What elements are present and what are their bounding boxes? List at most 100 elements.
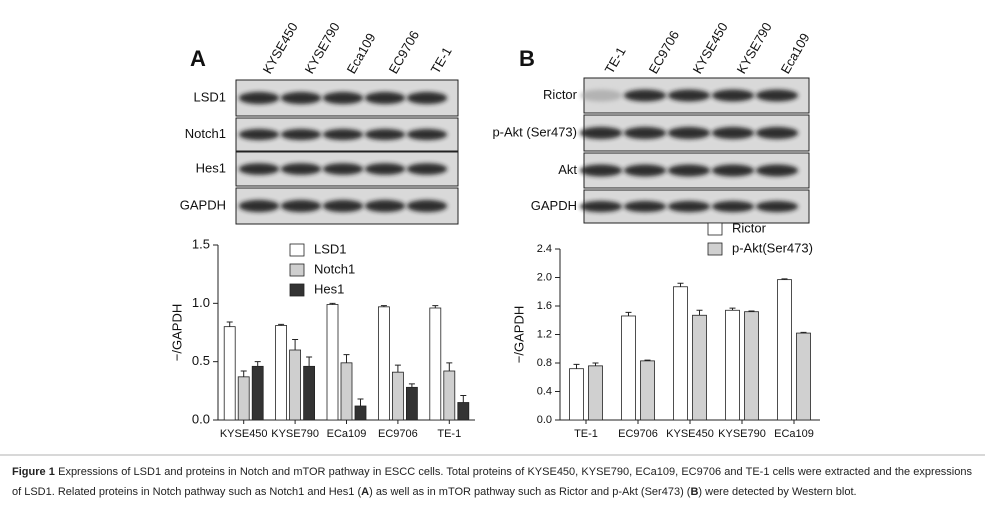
error-bar [408,383,415,388]
lane-label: KYSE790 [734,20,775,76]
bar [569,368,584,421]
caption-text: ) as well as in mTOR pathway such as Ric… [369,486,691,498]
blot-row-label: LSD1 [193,89,226,104]
y-tick-label: 0.0 [192,411,210,426]
error-bar [446,362,453,371]
bar [391,371,404,421]
bar [457,402,470,421]
bar [340,362,353,421]
x-tick-label: KYSE790 [718,428,766,440]
lane-label: TE-1 [602,44,629,76]
caption-text: Expressions of LSD1 and proteins in Notc… [12,466,972,498]
lane-label: KYSE450 [260,20,301,76]
blot-band [406,91,448,105]
x-tick-label: EC9706 [378,428,418,440]
x-tick-label: KYSE450 [666,428,714,440]
x-tick-label: ECa109 [327,428,367,440]
y-tick-label: 1.0 [192,295,210,310]
blot-row-label: GAPDH [531,198,577,213]
lane-label: KYSE450 [690,20,731,76]
lane-label: EC9706 [646,28,682,76]
error-bar [592,362,599,366]
y-tick-label: 0.0 [537,414,552,426]
error-bar [240,370,247,377]
y-tick-label: 0.5 [192,353,210,368]
error-bar [357,398,364,406]
bar [326,304,339,421]
blot-row-label: Hes1 [196,160,226,175]
blot-row-label: Notch1 [185,126,226,141]
error-bar [306,356,313,367]
error-bar [329,302,336,305]
bar [621,315,636,421]
error-bar [748,310,755,312]
legend-label: Notch1 [314,261,355,276]
blot-band [755,164,799,177]
legend-label: Rictor [732,220,767,235]
error-bar [432,305,439,308]
blot-band [623,126,667,140]
y-tick-label: 1.6 [537,300,552,312]
blot-band [579,126,623,140]
legend-swatch [707,242,723,256]
blot-band [406,199,448,213]
blot-band [667,164,711,177]
bar [796,332,811,421]
x-tick-label: TE-1 [437,428,461,440]
legend-swatch [289,263,305,277]
y-tick-label: 0.8 [537,357,552,369]
bar [744,311,759,421]
error-bar [677,282,684,287]
bar [588,365,603,421]
bar [289,349,302,421]
bar [673,286,688,421]
blot-band [322,128,364,141]
y-tick-label: 1.5 [192,236,210,251]
y-tick-label: 2.0 [537,271,552,283]
y-tick-label: 0.4 [537,385,552,397]
blot-band [238,163,280,175]
lane-label: EC9706 [386,28,422,76]
error-bar [278,323,285,326]
bar [303,365,316,421]
blot-band [406,128,448,141]
blot-band [280,199,322,213]
blot-band [711,89,755,102]
y-axis-label: −/GAPDH [169,304,184,361]
blot-band [711,200,755,213]
x-tick-label: TE-1 [574,428,598,440]
error-bar [380,305,387,307]
lane-label: KYSE790 [302,20,343,76]
bar [251,365,264,421]
y-tick-label: 1.2 [537,328,552,340]
bar [237,376,250,421]
panel-label: A [190,46,206,71]
caption-bold: A [361,486,370,498]
bar [354,405,367,421]
blot-row-label: Rictor [543,87,578,102]
bar [223,326,236,421]
x-tick-label: KYSE450 [220,428,268,440]
blot-band [322,199,364,213]
bar [405,386,418,421]
blot-band [364,163,406,175]
error-bar [781,278,788,280]
blot-band [579,89,623,102]
error-bar [729,307,736,311]
blot-band [711,126,755,140]
blot-band [238,91,280,105]
legend-label: Hes1 [314,281,344,296]
bar [377,306,390,421]
figure-caption: Figure 1 Expressions of LSD1 and protein… [12,462,972,502]
caption-bold: Figure 1 [12,466,55,478]
bar [692,314,707,421]
blot-band [623,89,667,102]
error-bar [460,395,467,403]
blot-row-label: p-Akt (Ser473) [492,124,577,139]
error-bar [800,331,807,334]
lane-label: Eca109 [778,31,813,77]
blot-band [755,126,799,140]
blot-band [364,91,406,105]
legend-label: LSD1 [314,241,347,256]
